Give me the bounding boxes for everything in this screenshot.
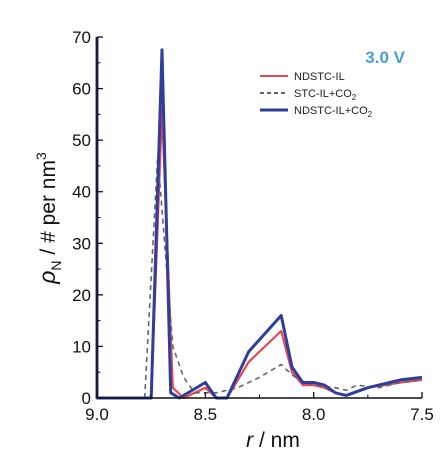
legend-label-subscript: 2 [368,110,373,119]
legend-label-text: STC-IL+CO [294,88,352,100]
x-tick-label: 8.5 [194,405,218,424]
x-axis-variable: r [246,429,254,452]
series-line-3 [95,37,423,400]
y-axis-variable: ρ [34,271,60,285]
x-tick-label: 9.0 [85,405,109,424]
y-tick-label: 60 [72,80,91,99]
y-tick-label: 40 [72,183,91,202]
legend-label-text: NDSTC-IL [294,71,345,83]
x-axis-unit: / nm [253,429,300,452]
y-axis-unit: / # per nm [37,160,60,260]
voltage-annotation: 3.0 V [365,48,405,67]
y-tick-label: 30 [72,234,91,253]
series-line-2 [143,154,423,399]
y-tick-label: 20 [72,286,91,305]
x-tick-label: 8.0 [302,405,326,424]
legend-label-3: NDSTC-IL+CO2 [294,105,373,119]
series-line-1 [95,37,423,400]
legend-label-subscript: 2 [352,93,357,102]
legend-label-text: NDSTC-IL+CO [294,105,368,117]
y-axis-title: ρN / # per nm3 [33,152,64,285]
x-axis-title: r / nm [246,429,300,452]
y-tick-label: 50 [72,131,91,150]
x-tick-label: 7.5 [410,405,434,424]
y-tick-label: 10 [72,337,91,356]
y-tick-label: 0 [82,389,91,408]
y-axis-unit-superscript: 3 [33,152,49,160]
y-tick-label: 70 [72,28,91,47]
legend-label-2: STC-IL+CO2 [294,88,357,102]
y-axis-variable-subscript: N [48,260,64,270]
legend-label-1: NDSTC-IL [294,71,345,83]
